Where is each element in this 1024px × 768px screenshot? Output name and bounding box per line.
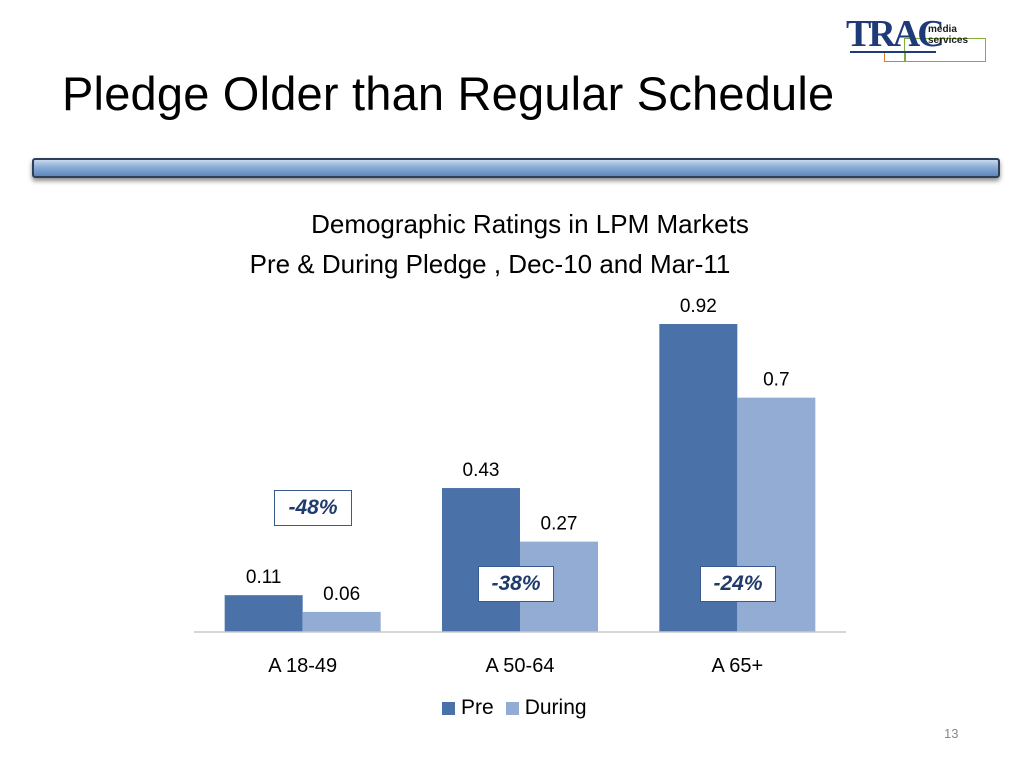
chart-title-line-1: Demographic Ratings in LPM Markets [311,209,749,239]
value-label-pre-2: 0.43 [463,460,500,481]
value-label-during-1: 0.06 [323,584,360,605]
chart-title: Demographic Ratings in LPM Markets Pre &… [200,204,840,284]
legend-label-pre: Pre [461,696,494,719]
annotation-a50-64-change: -38% [478,566,554,602]
value-label-during-3: 0.7 [763,370,789,391]
legend-item-pre: Pre [442,696,494,720]
logo-mark: TRAC [846,13,945,55]
page-number: 13 [944,726,959,741]
chart-title-line-2: Pre & During Pledge , Dec-10 and Mar-11 [249,249,731,279]
category-label-1: A 18-49 [268,655,337,677]
legend-swatch-during [505,701,519,715]
bar-pre-1 [224,595,303,632]
logo-tagline: media services [928,24,969,46]
bar-during-1 [302,611,381,632]
logo-underline [850,51,936,53]
bar-pre-2 [442,488,520,632]
trac-logo: TRAC media services [846,14,988,62]
chart-legend: Pre During [442,696,599,720]
annotation-a18-49-change: -48% [274,490,352,526]
value-label-pre-3: 0.92 [680,296,717,317]
logo-green-box [904,38,986,62]
category-label-3: A 65+ [711,655,763,677]
annotation-a65-change: -24% [700,566,776,602]
value-label-pre-1: 0.11 [246,567,282,588]
title-divider-bar [32,158,1000,178]
legend-item-during: During [505,696,587,720]
legend-swatch-pre [442,701,455,715]
chart-bars [224,324,816,632]
chart-category-labels: A 18-49 A 50-64 A 65+ [268,655,763,677]
value-label-during-2: 0.27 [541,514,578,535]
slide-title: Pledge Older than Regular Schedule [62,67,835,120]
category-label-2: A 50-64 [486,655,555,677]
legend-label-during: During [524,696,587,719]
chart-value-labels: 0.11 0.06 0.43 0.27 0.92 0.7 [246,296,790,605]
